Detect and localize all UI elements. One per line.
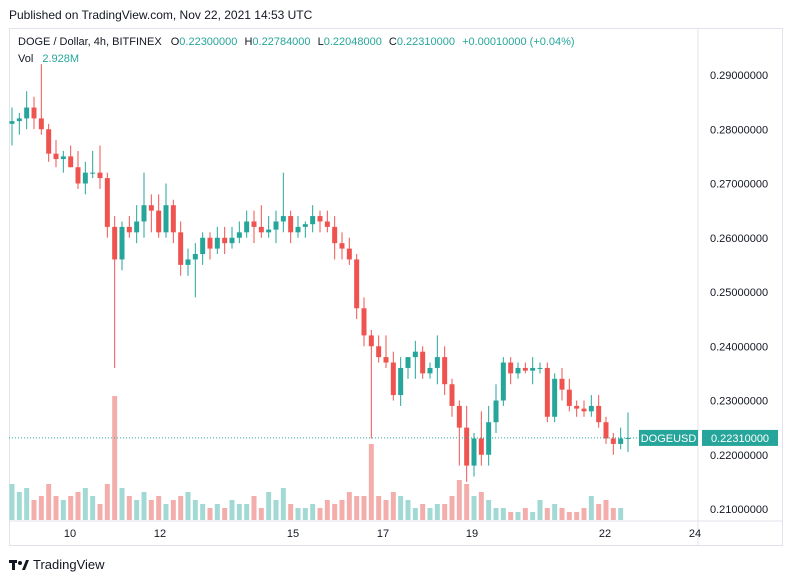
brand-name: TradingView: [33, 557, 105, 572]
ohlc-legend: DOGE / Dollar, 4h, BITFINEX O0.22300000 …: [18, 36, 575, 48]
volume-label: Vol: [18, 53, 34, 65]
chart-frame[interactable]: [9, 28, 783, 546]
tradingview-logo-icon: [9, 560, 29, 570]
close-value: 0.22310000: [396, 36, 455, 48]
close-label: C: [388, 36, 397, 48]
high-label: H: [244, 36, 253, 48]
low-value: 0.22048000: [323, 36, 382, 48]
symbol-title: DOGE / Dollar, 4h, BITFINEX: [18, 36, 162, 48]
open-label: O: [170, 36, 180, 48]
change-value: +0.00010000 (+0.04%): [462, 36, 575, 48]
high-value: 0.22784000: [252, 36, 311, 48]
low-label: L: [317, 36, 324, 48]
top-bar: Published on TradingView.com, Nov 22, 20…: [0, 0, 793, 28]
published-note: Published on TradingView.com, Nov 22, 20…: [9, 8, 313, 22]
volume-legend: Vol 2.928M: [18, 53, 79, 65]
open-value: 0.22300000: [179, 36, 238, 48]
volume-value: 2.928M: [42, 53, 80, 65]
footer: TradingView: [9, 556, 209, 576]
